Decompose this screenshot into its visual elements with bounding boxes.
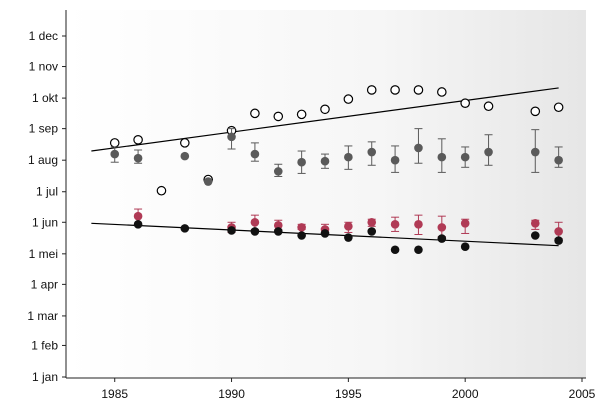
data-point: [366, 85, 377, 95]
data-point: [460, 152, 470, 162]
data-point: [460, 98, 470, 108]
data-point: [156, 185, 167, 196]
data-point: [484, 147, 493, 157]
data-point: [367, 217, 377, 227]
data-point: [367, 147, 377, 157]
y-tick-label: 1 nov: [29, 60, 58, 74]
data-point: [297, 223, 306, 232]
x-tick-label: 1995: [335, 387, 362, 401]
data-points: [109, 85, 564, 255]
y-tick-label: 1 apr: [31, 277, 58, 291]
x-tick-label: 1990: [218, 387, 245, 401]
data-point: [273, 111, 284, 122]
x-tick-label: 1985: [101, 387, 128, 401]
data-point: [437, 152, 447, 162]
data-point: [414, 143, 423, 153]
data-point: [554, 236, 563, 245]
y-tick-label: 1 sep: [29, 122, 59, 136]
axes: [65, 10, 586, 379]
data-point: [273, 167, 283, 176]
data-point: [250, 108, 260, 119]
ticks: 1985 1990 1995 2000 2005 1 jan 1 feb 1 mar 1 apr…: [27, 29, 595, 401]
y-tick-label: 1 mei: [29, 247, 58, 261]
data-point: [320, 156, 330, 166]
data-point: [133, 135, 143, 145]
y-tick-label: 1 okt: [32, 91, 59, 105]
data-point: [437, 234, 447, 243]
data-point: [110, 149, 120, 159]
data-point: [273, 221, 283, 230]
data-point: [344, 152, 353, 162]
data-point: [530, 147, 540, 157]
data-point: [530, 106, 541, 117]
data-point: [133, 211, 143, 221]
y-tick-label: 1 aug: [28, 153, 58, 167]
series-3: [133, 220, 563, 255]
data-point: [297, 157, 306, 167]
y-tick-label: 1 feb: [31, 338, 58, 352]
plot-background: [66, 10, 586, 378]
y-tick-label: 1 jul: [36, 185, 58, 199]
data-point: [414, 220, 423, 229]
data-point: [133, 153, 143, 163]
data-point: [296, 109, 307, 120]
x-tick-label: 2000: [452, 387, 479, 401]
data-point: [413, 85, 424, 95]
data-point: [250, 149, 260, 159]
data-point: [133, 220, 143, 229]
data-point: [273, 227, 283, 236]
y-tick-label: 1 dec: [29, 29, 58, 43]
series-0: [109, 85, 564, 196]
data-point: [390, 220, 400, 229]
data-point: [227, 132, 236, 142]
data-point: [554, 155, 563, 165]
data-point: [180, 138, 190, 148]
data-point: [530, 218, 540, 228]
data-point: [553, 102, 564, 113]
series-1: [110, 128, 563, 186]
data-point: [367, 227, 377, 236]
data-point: [320, 104, 330, 115]
data-point: [344, 222, 353, 231]
data-point: [530, 231, 540, 240]
data-point: [414, 245, 423, 255]
data-point: [180, 224, 190, 233]
data-point: [343, 94, 354, 104]
data-point: [250, 217, 260, 227]
data-point: [297, 231, 306, 240]
data-point: [320, 229, 330, 238]
y-tick-label: 1 jun: [32, 215, 58, 229]
data-point: [554, 227, 563, 236]
data-point: [460, 242, 470, 252]
trend-line: [91, 87, 559, 152]
y-tick-label: 1 jan: [32, 370, 58, 384]
data-point: [180, 151, 190, 161]
data-point: [227, 226, 236, 235]
data-point: [109, 138, 120, 148]
data-point: [390, 155, 400, 165]
data-point: [437, 223, 447, 232]
data-point: [250, 227, 260, 236]
data-point: [203, 177, 213, 186]
x-tick-label: 2005: [569, 387, 596, 401]
data-point: [460, 218, 470, 228]
data-point: [390, 245, 400, 255]
data-point: [390, 85, 400, 95]
data-point: [483, 101, 494, 112]
data-point: [437, 87, 447, 97]
y-tick-label: 1 mar: [27, 309, 58, 323]
data-point: [344, 233, 353, 242]
